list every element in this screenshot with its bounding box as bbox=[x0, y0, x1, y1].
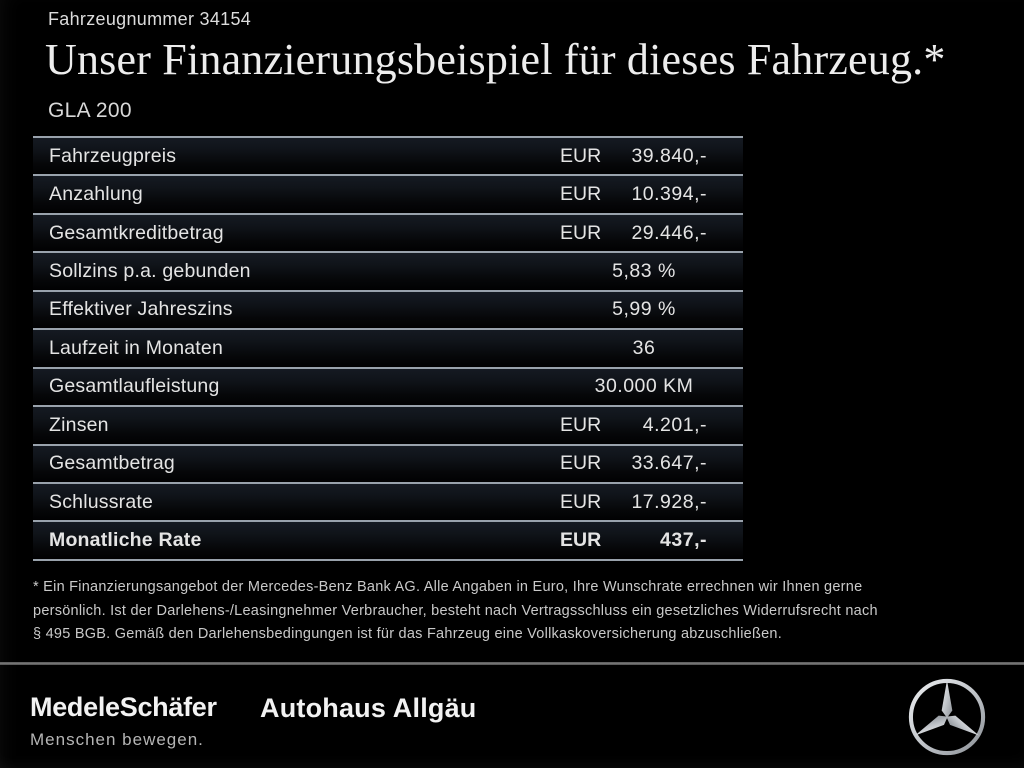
row-label: Laufzeit in Monaten bbox=[49, 336, 223, 359]
row-label: Effektiver Jahreszins bbox=[49, 298, 233, 321]
row-value: 5,83 % bbox=[612, 260, 676, 283]
page-title: Unser Finanzierungsbeispiel für dieses F… bbox=[45, 35, 946, 84]
row-label: Sollzins p.a. gebunden bbox=[49, 260, 251, 283]
table-row-monthly-rate: Monatliche Rate EUR 437,- bbox=[33, 520, 743, 559]
row-value-area: EUR 4.201,- bbox=[531, 414, 743, 437]
row-value-area: EUR 437,- bbox=[531, 529, 743, 552]
row-value: 17.928,- bbox=[631, 490, 707, 513]
row-label: Schlussrate bbox=[49, 490, 154, 513]
row-value: 4.201,- bbox=[642, 413, 707, 436]
row-value: 437,- bbox=[660, 529, 707, 552]
row-value-area: EUR 39.840,- bbox=[531, 145, 743, 168]
table-row: Fahrzeugpreis EUR 39.840,- bbox=[33, 136, 743, 175]
row-value-area: EUR 29.446,- bbox=[531, 222, 743, 245]
model-name: GLA 200 bbox=[48, 99, 132, 122]
row-value-area: EUR 17.928,- bbox=[531, 491, 743, 514]
table-bottom-line bbox=[33, 558, 743, 561]
currency-label: EUR bbox=[560, 529, 602, 552]
currency-label: EUR bbox=[560, 183, 602, 206]
dealer-logo-autohaus-allgaeu: Autohaus Allgäu bbox=[260, 693, 477, 723]
footer-divider bbox=[0, 662, 1024, 665]
footnote: * Ein Finanzierungsangebot der Mercedes-… bbox=[33, 576, 993, 647]
footnote-line: § 495 BGB. Gemäß den Darlehensbedingunge… bbox=[33, 626, 783, 642]
table-row: Gesamtlaufleistung 30.000 KM bbox=[33, 366, 743, 406]
currency-label: EUR bbox=[560, 413, 602, 436]
table-row: Gesamtbetrag EUR 33.647,- bbox=[33, 443, 743, 482]
row-value: 36 bbox=[632, 336, 656, 359]
vehicle-number: Fahrzeugnummer 34154 bbox=[48, 9, 252, 29]
finance-table: Fahrzeugpreis EUR 39.840,- Anzahlung EUR… bbox=[33, 136, 743, 561]
row-value: 10.394,- bbox=[631, 183, 707, 206]
table-row: Schlussrate EUR 17.928,- bbox=[33, 481, 743, 521]
row-value-area: 5,99 % bbox=[531, 298, 743, 321]
row-value-area: EUR 33.647,- bbox=[531, 452, 743, 475]
footnote-line: persönlich. Ist der Darlehens-/Leasingne… bbox=[33, 602, 878, 619]
row-label: Fahrzeugpreis bbox=[49, 144, 177, 167]
row-label: Zinsen bbox=[49, 413, 109, 436]
row-label: Gesamtlaufleistung bbox=[49, 375, 220, 398]
row-label: Gesamtkreditbetrag bbox=[49, 221, 224, 244]
row-value-area: 5,83 % bbox=[531, 260, 743, 283]
table-row: Gesamtkreditbetrag EUR 29.446,- bbox=[33, 212, 743, 252]
row-value-area: 36 bbox=[531, 337, 743, 360]
table-row: Zinsen EUR 4.201,- bbox=[33, 405, 743, 444]
row-value-area: 30.000 KM bbox=[531, 375, 743, 398]
row-value: 29.446,- bbox=[631, 221, 707, 244]
currency-label: EUR bbox=[560, 452, 602, 475]
table-row: Sollzins p.a. gebunden 5,83 % bbox=[33, 251, 743, 290]
mercedes-star-icon bbox=[908, 678, 986, 756]
row-label: Anzahlung bbox=[49, 183, 143, 206]
row-value: 39.840,- bbox=[631, 144, 707, 167]
row-label: Gesamtbetrag bbox=[49, 452, 175, 475]
row-value: 30.000 KM bbox=[594, 375, 694, 398]
row-label: Monatliche Rate bbox=[49, 529, 202, 552]
row-value-area: EUR 10.394,- bbox=[531, 183, 743, 206]
dealer-tagline: Menschen bewegen. bbox=[30, 730, 204, 749]
currency-label: EUR bbox=[560, 490, 602, 513]
row-value: 5,99 % bbox=[612, 298, 676, 321]
table-row: Laufzeit in Monaten 36 bbox=[33, 328, 743, 367]
row-value: 33.647,- bbox=[631, 452, 707, 475]
currency-label: EUR bbox=[560, 144, 602, 167]
dealer-logo-medeleschaefer: MedeleSchäfer bbox=[30, 692, 217, 722]
table-row: Effektiver Jahreszins 5,99 % bbox=[33, 289, 743, 329]
currency-label: EUR bbox=[560, 221, 602, 244]
table-row: Anzahlung EUR 10.394,- bbox=[33, 174, 743, 213]
footnote-line: * Ein Finanzierungsangebot der Mercedes-… bbox=[33, 579, 863, 595]
